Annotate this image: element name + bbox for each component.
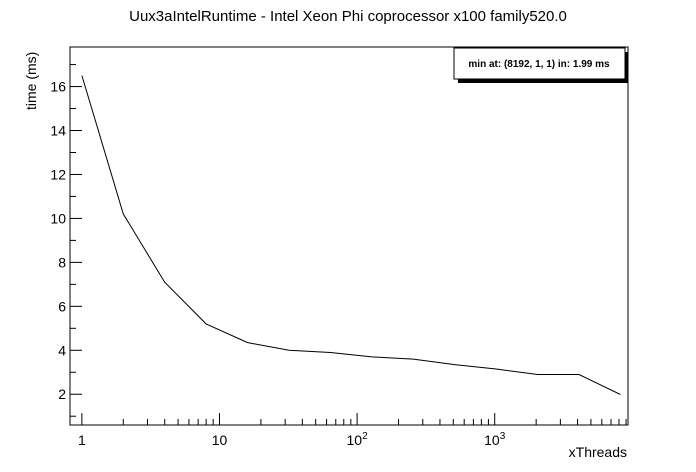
plot-frame <box>69 46 629 426</box>
x-tick-exponent: 2 <box>362 431 368 442</box>
x-tick-label: 10 <box>212 432 228 448</box>
y-tick-label: 4 <box>58 342 66 358</box>
y-tick-label: 6 <box>58 298 66 314</box>
x-axis-label: xThreads <box>569 444 627 460</box>
y-tick-label: 14 <box>50 123 66 139</box>
chart-title: Uux3aIntelRuntime - Intel Xeon Phi copro… <box>129 8 567 25</box>
y-axis-ticks: 2 4 6 8 10 12 14 16 <box>50 64 82 417</box>
series-line-runtime <box>81 75 621 395</box>
stats-box-panel <box>453 47 626 80</box>
y-tick-label: 12 <box>50 166 66 182</box>
y-tick-label: 8 <box>58 254 66 270</box>
stats-box-text: min at: (8192, 1, 1) in: 1.99 ms <box>468 59 610 70</box>
y-tick-label: 2 <box>58 386 66 402</box>
y-tick-label: 16 <box>50 79 66 95</box>
y-tick-label: 10 <box>50 210 66 226</box>
stats-box: min at: (8192, 1, 1) in: 1.99 ms <box>453 47 628 83</box>
x-tick-label: 1 <box>78 432 86 448</box>
y-axis-label: time (ms) <box>23 52 39 110</box>
x-tick-exponent: 3 <box>500 431 506 442</box>
